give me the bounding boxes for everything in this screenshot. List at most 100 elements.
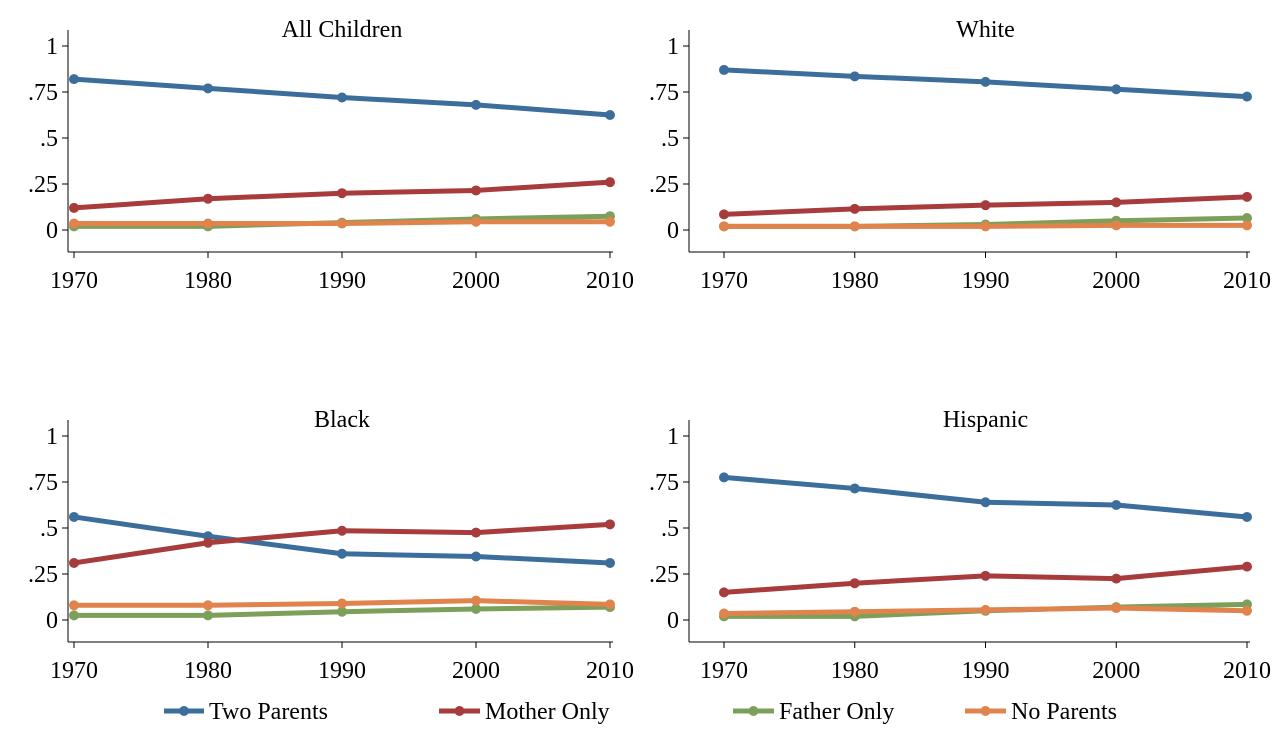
data-point xyxy=(719,587,729,598)
data-point xyxy=(69,610,79,621)
data-point xyxy=(1242,511,1252,522)
panel-hispanic: Hispanic 0 .25 .5 .75 1 1970 1980 1990 2000 2010 xyxy=(649,407,1271,684)
legend-swatch-marker xyxy=(454,706,465,716)
x-tick-label: 1990 xyxy=(318,658,366,684)
data-point xyxy=(69,74,79,85)
data-point xyxy=(605,599,615,610)
x-tick-label: 2000 xyxy=(452,268,500,294)
data-point xyxy=(471,595,481,606)
y-tick-label: 0 xyxy=(46,218,58,244)
series-mother-only xyxy=(69,519,615,568)
data-point xyxy=(337,92,347,103)
x-tick-label: 2000 xyxy=(452,658,500,684)
data-point xyxy=(849,71,860,82)
x-tick-label: 1980 xyxy=(184,268,232,294)
x-tick-label: 2010 xyxy=(586,658,634,684)
series-mother-only xyxy=(69,177,615,213)
data-point xyxy=(1111,84,1122,95)
data-point xyxy=(719,608,729,619)
y-tick-label: 1 xyxy=(667,34,679,60)
data-point xyxy=(337,606,347,617)
data-point xyxy=(69,202,79,213)
series-mother-only xyxy=(719,191,1252,220)
data-point xyxy=(719,472,729,483)
y-tick-label: .25 xyxy=(28,172,58,198)
y-tick-label: 0 xyxy=(667,218,679,244)
y-tick-label: .5 xyxy=(40,516,58,542)
data-point xyxy=(337,218,347,229)
data-point xyxy=(203,610,213,621)
data-point xyxy=(1111,603,1122,614)
y-tick-label: 0 xyxy=(46,608,58,634)
y-tick-label: .75 xyxy=(28,470,58,496)
data-point xyxy=(849,606,860,617)
legend-label: Two Parents xyxy=(209,699,328,725)
x-tick-label: 2000 xyxy=(1092,658,1140,684)
data-point xyxy=(605,110,615,120)
series-no-parents xyxy=(719,603,1252,619)
data-point xyxy=(605,177,615,188)
data-point xyxy=(337,525,347,536)
data-point xyxy=(980,497,991,508)
legend-label: Mother Only xyxy=(485,699,610,725)
legend-item-father-only: Father Only xyxy=(733,699,894,725)
data-point xyxy=(605,519,615,530)
x-tick-label: 1980 xyxy=(831,658,879,684)
data-point xyxy=(1242,220,1252,231)
data-point xyxy=(1242,561,1252,572)
y-tick-label: .75 xyxy=(28,80,58,106)
data-point xyxy=(69,218,79,229)
y-tick-label: .5 xyxy=(661,516,679,542)
data-point xyxy=(980,570,991,581)
series-two-parents xyxy=(69,511,615,568)
x-tick-label: 1970 xyxy=(50,658,98,684)
panel-white: White 0 .25 .5 .75 1 1970 1980 1990 2000 2010 xyxy=(649,17,1271,294)
y-tick-label: .75 xyxy=(649,80,679,106)
y-tick-label: .25 xyxy=(649,172,679,198)
data-point xyxy=(1242,213,1252,224)
data-point xyxy=(849,483,860,494)
data-point xyxy=(203,537,213,548)
y-tick-label: 1 xyxy=(667,424,679,450)
data-point xyxy=(203,83,213,94)
data-point xyxy=(849,221,860,232)
x-tick-label: 2010 xyxy=(1223,658,1271,684)
data-point xyxy=(980,200,991,211)
legend-swatch-marker xyxy=(748,706,759,716)
x-tick-label: 1980 xyxy=(184,658,232,684)
x-tick-label: 1990 xyxy=(962,658,1010,684)
y-tick-label: .75 xyxy=(649,470,679,496)
x-tick-label: 2010 xyxy=(1223,268,1271,294)
data-point xyxy=(1242,605,1252,616)
data-point xyxy=(849,578,860,589)
data-point xyxy=(203,218,213,229)
data-point xyxy=(980,604,991,615)
x-tick-label: 1970 xyxy=(700,268,748,294)
data-point xyxy=(471,551,481,562)
y-tick-label: 1 xyxy=(46,424,58,450)
x-tick-label: 1970 xyxy=(700,658,748,684)
data-point xyxy=(1242,91,1252,102)
panel-black: Black 0 .25 .5 .75 1 1970 1980 1990 2000 2010 xyxy=(28,407,634,684)
data-point xyxy=(719,64,729,75)
data-point xyxy=(69,600,79,611)
series-father-only xyxy=(69,602,615,621)
chart-legend: Two Parents Mother Only Father Only No Pare… xyxy=(164,699,1117,725)
y-tick-label: 1 xyxy=(46,34,58,60)
x-tick-label: 2000 xyxy=(1092,268,1140,294)
series-two-parents xyxy=(719,64,1252,102)
y-tick-label: .5 xyxy=(661,126,679,152)
series-no-parents xyxy=(69,595,615,611)
legend-item-no-parents: No Parents xyxy=(965,699,1117,725)
data-point xyxy=(337,188,347,199)
data-point xyxy=(471,185,481,196)
data-point xyxy=(719,209,729,220)
panel-all-children: All Children 0 .25 .5 .75 1 1970 1980 1990 2000 20… xyxy=(28,17,634,294)
panel-title: White xyxy=(956,17,1015,43)
data-point xyxy=(1111,500,1122,510)
series-line-two-parents xyxy=(723,474,1248,520)
series-two-parents xyxy=(69,74,615,120)
y-tick-label: .5 xyxy=(40,126,58,152)
data-point xyxy=(203,600,213,611)
